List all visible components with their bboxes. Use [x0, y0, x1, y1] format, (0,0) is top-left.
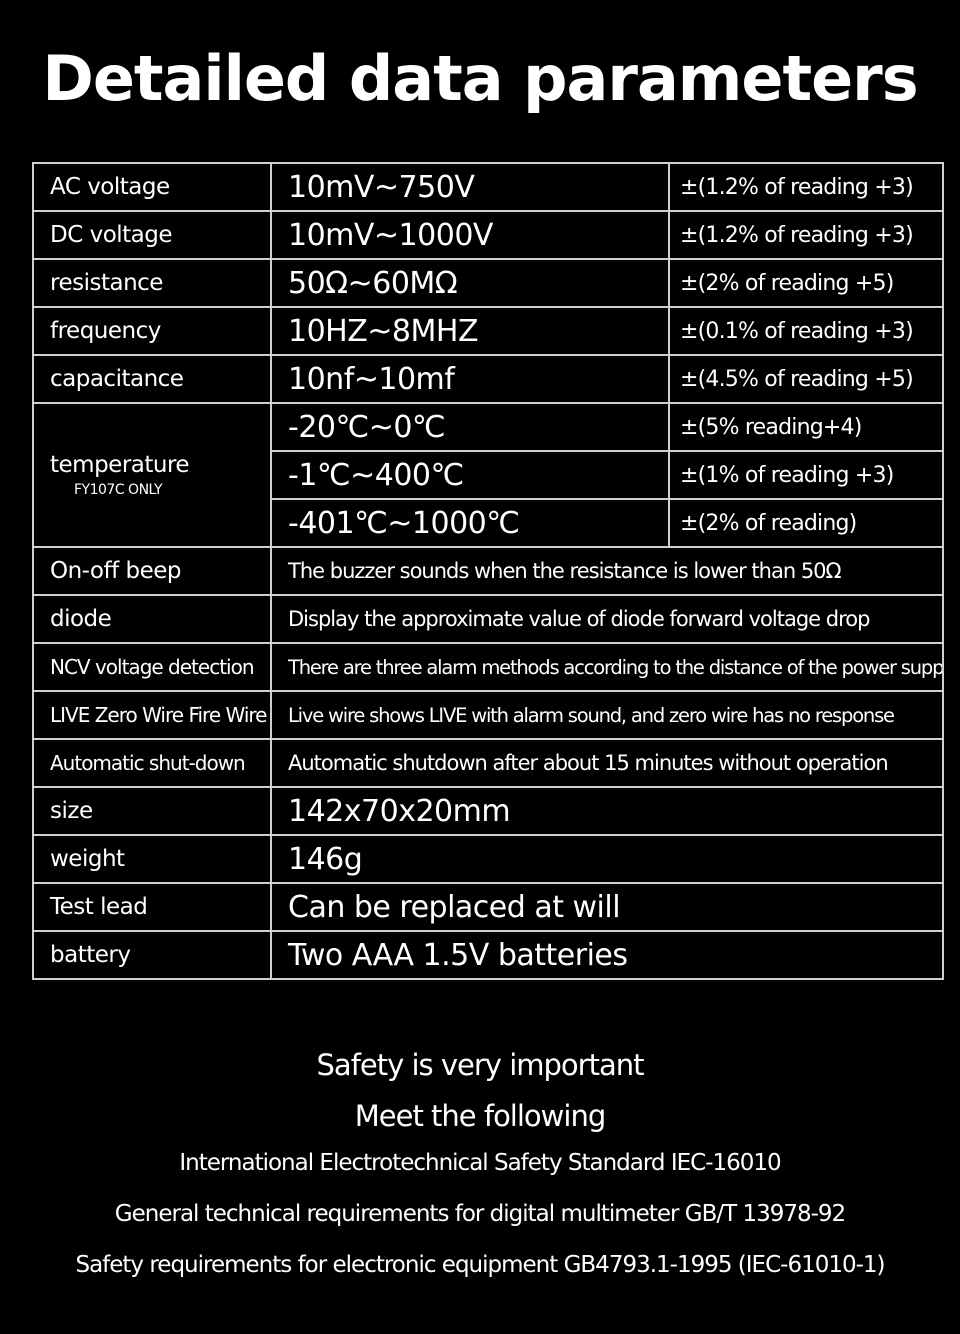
row-value: Can be replaced at will — [270, 882, 944, 932]
row-label: capacitance — [32, 354, 272, 404]
row-description: There are three alarm methods according … — [270, 642, 944, 692]
row-label: weight — [32, 834, 272, 884]
row-label: diode — [32, 594, 272, 644]
table-row: Test lead Can be replaced at will — [32, 882, 944, 932]
row-value: 142x70x20mm — [270, 786, 944, 836]
table-row: diode Display the approximate value of d… — [32, 594, 944, 644]
table-row: DC voltage 10mV~1000V ±(1.2% of reading … — [32, 210, 944, 260]
row-range: 50Ω~60MΩ — [270, 258, 670, 308]
row-accuracy: ±(1.2% of reading +3) — [668, 210, 944, 260]
row-value: Two AAA 1.5V batteries — [270, 930, 944, 980]
table-row: Automatic shut-down Automatic shutdown a… — [32, 738, 944, 788]
row-label: resistance — [32, 258, 272, 308]
row-description: Live wire shows LIVE with alarm sound, a… — [270, 690, 944, 740]
row-description: Display the approximate value of diode f… — [270, 594, 944, 644]
table-row: On-off beep The buzzer sounds when the r… — [32, 546, 944, 596]
table-row: -401℃~1000℃ ±(2% of reading) — [33, 498, 944, 548]
row-label: On-off beep — [32, 546, 272, 596]
row-label: frequency — [32, 306, 272, 356]
table-row: battery Two AAA 1.5V batteries — [32, 930, 944, 980]
row-label: size — [32, 786, 272, 836]
safety-heading: Safety is very important — [316, 1048, 645, 1082]
table-row: frequency 10HZ~8MHZ ±(0.1% of reading +3… — [32, 306, 944, 356]
row-accuracy: ±(4.5% of reading +5) — [668, 354, 944, 404]
row-range: 10HZ~8MHZ — [270, 306, 670, 356]
row-label: DC voltage — [32, 210, 272, 260]
standard-line: Safety requirements for electronic equip… — [75, 1252, 885, 1278]
table-row: resistance 50Ω~60MΩ ±(2% of reading +5) — [32, 258, 944, 308]
row-range: 10mV~1000V — [270, 210, 670, 260]
table-row: NCV voltage detection There are three al… — [32, 642, 944, 692]
row-value: 146g — [270, 834, 944, 884]
row-description: The buzzer sounds when the resistance is… — [270, 546, 944, 596]
standard-line: International Electrotechnical Safety St… — [179, 1150, 781, 1176]
row-label: AC voltage — [32, 162, 272, 212]
row-label: LIVE Zero Wire Fire Wire — [32, 690, 272, 740]
row-accuracy: ±(2% of reading +5) — [668, 258, 944, 308]
table-row: -1℃~400℃ ±(1% of reading +3) — [33, 450, 944, 500]
row-range: -20℃~0℃ — [270, 402, 670, 452]
row-accuracy: ±(0.1% of reading +3) — [668, 306, 944, 356]
temperature-label-cell: temperature FY107C ONLY — [32, 402, 272, 548]
page-title: Detailed data parameters — [42, 42, 918, 115]
table-row: size 142x70x20mm — [32, 786, 944, 836]
table-row: weight 146g — [32, 834, 944, 884]
standard-line: General technical requirements for digit… — [114, 1201, 846, 1227]
row-label: NCV voltage detection — [32, 642, 272, 692]
row-label: Automatic shut-down — [32, 738, 272, 788]
row-description: Automatic shutdown after about 15 minute… — [270, 738, 944, 788]
row-accuracy: ±(5% reading+4) — [668, 402, 944, 452]
row-range: -1℃~400℃ — [270, 450, 670, 500]
table-row: temperature FY107C ONLY -20℃~0℃ ±(5% rea… — [32, 402, 944, 548]
table-row: capacitance 10nf~10mf ±(4.5% of reading … — [32, 354, 944, 404]
row-label: Test lead — [32, 882, 272, 932]
temperature-note: FY107C ONLY — [74, 482, 163, 498]
row-accuracy: ±(1.2% of reading +3) — [668, 162, 944, 212]
row-accuracy: ±(2% of reading) — [668, 498, 944, 548]
row-label: battery — [32, 930, 272, 980]
row-range: -401℃~1000℃ — [270, 498, 670, 548]
table-row: LIVE Zero Wire Fire Wire Live wire shows… — [32, 690, 944, 740]
row-range: 10nf~10mf — [270, 354, 670, 404]
row-accuracy: ±(1% of reading +3) — [668, 450, 944, 500]
standards-heading: Meet the following — [354, 1099, 606, 1133]
table-row: AC voltage 10mV~750V ±(1.2% of reading +… — [32, 162, 944, 212]
temperature-label: temperature — [50, 452, 190, 478]
spec-table: AC voltage 10mV~750V ±(1.2% of reading +… — [32, 162, 944, 980]
row-range: 10mV~750V — [270, 162, 670, 212]
